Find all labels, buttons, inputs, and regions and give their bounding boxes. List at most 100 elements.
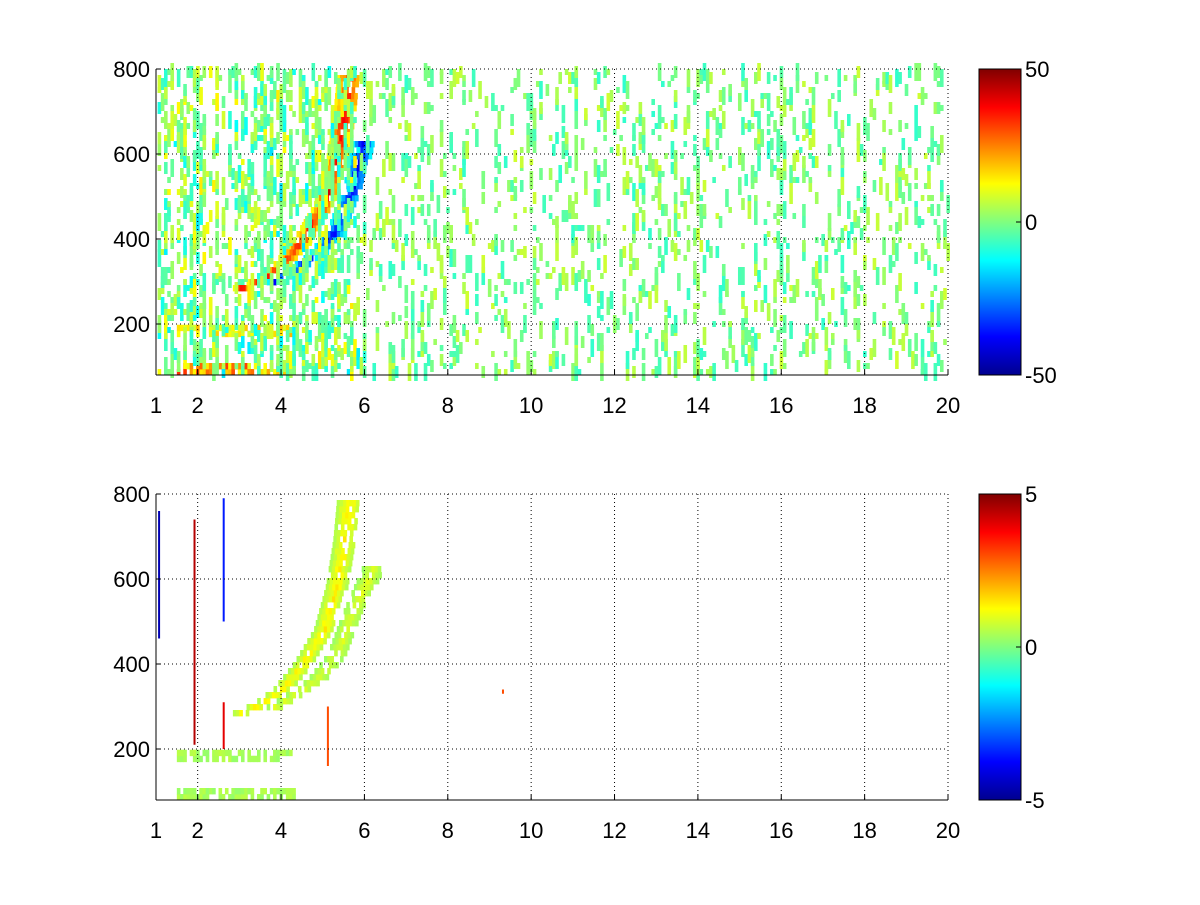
heatmap-cell [410,321,415,339]
heatmap-cell [423,285,428,291]
heatmap-cell [257,243,261,261]
heatmap-cell [930,138,934,150]
heatmap-cell [343,204,348,216]
heatmap-cell [632,144,636,156]
heatmap-cell [292,303,296,321]
heatmap-cell [353,354,357,366]
heatmap-cell [452,165,457,171]
heatmap-cell [770,354,774,366]
heatmap-cell [391,345,396,363]
heatmap-cell [253,117,258,123]
heatmap-cell [330,231,335,238]
heatmap-cell [325,674,330,681]
heatmap-cell [574,111,579,129]
heatmap-cell [297,686,302,693]
heatmap-cell [306,644,311,651]
heatmap-cell [306,656,310,663]
heatmap-cell [410,87,415,105]
heatmap-cell [404,135,409,141]
heatmap-cell [802,240,806,252]
heatmap-cell [292,225,296,231]
heatmap-cell [295,129,300,135]
heatmap-cell [417,147,421,153]
heatmap-cell [789,321,793,339]
heatmap-cell [773,369,777,375]
heatmap-cell [352,506,356,513]
heatmap-cell [811,291,816,297]
heatmap-cell [218,363,223,370]
heatmap-cell [334,225,338,232]
heatmap-cell [760,300,765,312]
heatmap-cell [317,132,322,144]
heatmap-cell [635,156,639,168]
heatmap-cell [240,794,245,801]
heatmap-cell [330,554,335,561]
heatmap-cell [192,174,197,186]
heatmap-cell [475,111,479,117]
heatmap-cell [273,261,278,268]
heatmap-cell [269,788,274,795]
heatmap-cell [189,210,194,222]
heatmap-cell [218,794,223,801]
heatmap-cell [410,231,415,249]
heatmap-cell [279,237,284,243]
heatmap-cell [257,330,261,342]
heatmap-cell [939,105,944,111]
heatmap-cell [205,749,210,757]
heatmap-cell [183,279,187,297]
heatmap-cell [324,309,328,327]
heatmap-cell [234,333,239,339]
heatmap-cell [295,674,300,681]
heatmap-cell [574,81,579,99]
heatmap-cell [323,638,327,645]
heatmap-cell [417,195,421,201]
heatmap-cell [891,237,896,255]
heatmap-cell [349,102,354,114]
heatmap-cell [750,336,755,348]
heatmap-cell [879,177,883,195]
heatmap-cell [863,294,867,306]
heatmap-cell [792,153,797,171]
heatmap-cell [686,225,691,231]
heatmap-cell [301,129,306,147]
heatmap-cell [821,294,825,306]
heatmap-cell [312,650,317,657]
heatmap-cell [228,324,232,332]
heatmap-cell [244,243,248,249]
heatmap-cell [322,237,326,244]
heatmap-cell [176,755,181,763]
heatmap-cell [754,264,758,276]
heatmap-cell [196,354,200,366]
heatmap-cell [603,120,607,132]
heatmap-cell [519,249,524,255]
heatmap-cell [337,177,341,183]
heatmap-cell [757,333,761,339]
heatmap-cell [326,632,331,639]
heatmap-cell [664,315,668,333]
heatmap-cell [312,656,317,663]
heatmap-cell [641,192,646,204]
heatmap-cell [475,339,479,345]
heatmap-cell [253,324,258,336]
heatmap-cell [308,255,312,261]
heatmap-cell [462,75,466,81]
heatmap-cell [343,500,347,507]
heatmap-cell [339,201,344,208]
heatmap-cell [263,788,268,795]
heatmap-cell [718,90,723,102]
heatmap-cell [202,794,207,801]
heatmap-cell [202,252,207,264]
heatmap-cell [750,363,755,381]
heatmap-cell [266,794,271,801]
heatmap-cell [891,261,896,267]
heatmap-cell [625,363,630,381]
heatmap-cell [375,572,379,579]
heatmap-cell [170,111,175,129]
heatmap-cell [164,225,168,243]
heatmap-cell [240,315,245,333]
heatmap-cell [612,315,617,333]
heatmap-cell [273,794,277,801]
heatmap-cell [311,354,316,366]
heatmap-cell [212,339,216,357]
heatmap-cell [391,84,396,96]
